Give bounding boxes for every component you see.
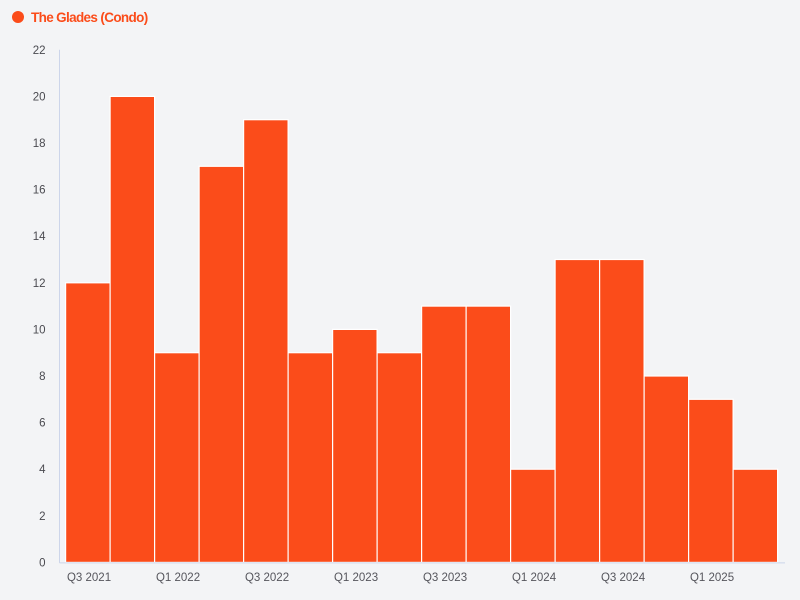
- svg-text:Q1 2022: Q1 2022: [156, 572, 200, 584]
- svg-text:12: 12: [33, 278, 46, 290]
- svg-text:10: 10: [33, 324, 46, 336]
- svg-text:Q3 2024: Q3 2024: [601, 572, 646, 584]
- svg-text:8: 8: [39, 371, 45, 383]
- svg-text:4: 4: [39, 464, 46, 476]
- svg-text:The Glades (Condo): The Glades (Condo): [31, 10, 148, 25]
- svg-text:Q1 2024: Q1 2024: [512, 572, 557, 584]
- svg-text:16: 16: [33, 185, 46, 197]
- svg-text:6: 6: [39, 418, 45, 430]
- svg-text:Q1 2025: Q1 2025: [690, 572, 734, 584]
- svg-text:22: 22: [33, 45, 46, 57]
- svg-text:Q3 2023: Q3 2023: [423, 572, 467, 584]
- svg-text:Q1 2023: Q1 2023: [334, 572, 378, 584]
- svg-text:20: 20: [33, 91, 46, 103]
- svg-text:18: 18: [33, 138, 46, 150]
- svg-text:Q3 2021: Q3 2021: [67, 572, 111, 584]
- svg-text:0: 0: [39, 557, 45, 569]
- svg-text:Q3 2022: Q3 2022: [245, 572, 289, 584]
- svg-text:14: 14: [33, 231, 46, 243]
- svg-text:2: 2: [39, 511, 45, 523]
